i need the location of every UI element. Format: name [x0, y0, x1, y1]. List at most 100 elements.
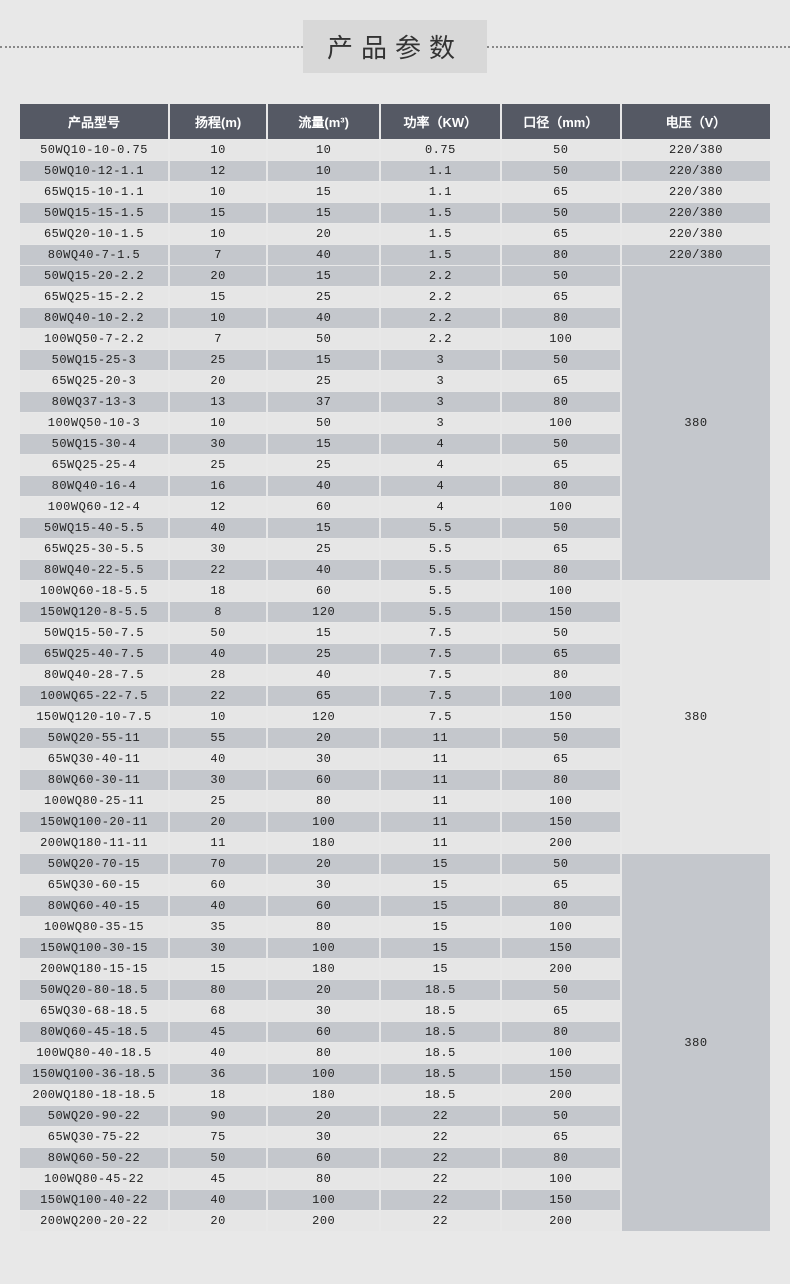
cell-caliber: 100	[502, 581, 620, 601]
cell-caliber: 50	[502, 161, 620, 181]
cell-head: 13	[170, 392, 266, 412]
cell-caliber: 50	[502, 350, 620, 370]
cell-flow: 30	[268, 749, 379, 769]
cell-caliber: 50	[502, 980, 620, 1000]
cell-head: 90	[170, 1106, 266, 1126]
cell-flow: 80	[268, 1043, 379, 1063]
cell-head: 80	[170, 980, 266, 1000]
cell-power: 22	[381, 1190, 499, 1210]
cell-head: 18	[170, 581, 266, 601]
cell-caliber: 200	[502, 959, 620, 979]
cell-flow: 200	[268, 1211, 379, 1231]
cell-caliber: 100	[502, 329, 620, 349]
cell-power: 18.5	[381, 1064, 499, 1084]
cell-caliber: 100	[502, 497, 620, 517]
cell-flow: 20	[268, 854, 379, 874]
cell-caliber: 80	[502, 770, 620, 790]
cell-flow: 30	[268, 875, 379, 895]
cell-power: 5.5	[381, 518, 499, 538]
cell-flow: 20	[268, 224, 379, 244]
cell-power: 18.5	[381, 1001, 499, 1021]
cell-head: 16	[170, 476, 266, 496]
cell-flow: 37	[268, 392, 379, 412]
cell-flow: 25	[268, 455, 379, 475]
cell-head: 15	[170, 203, 266, 223]
cell-model: 150WQ100-40-22	[20, 1190, 168, 1210]
cell-model: 80WQ60-40-15	[20, 896, 168, 916]
cell-flow: 10	[268, 161, 379, 181]
cell-flow: 60	[268, 581, 379, 601]
cell-flow: 25	[268, 287, 379, 307]
cell-model: 65WQ30-75-22	[20, 1127, 168, 1147]
cell-caliber: 80	[502, 1022, 620, 1042]
cell-power: 22	[381, 1211, 499, 1231]
cell-power: 5.5	[381, 581, 499, 601]
cell-power: 7.5	[381, 644, 499, 664]
cell-head: 20	[170, 1211, 266, 1231]
cell-caliber: 100	[502, 791, 620, 811]
cell-model: 200WQ180-18-18.5	[20, 1085, 168, 1105]
cell-flow: 20	[268, 1106, 379, 1126]
cell-caliber: 80	[502, 245, 620, 265]
cell-power: 22	[381, 1169, 499, 1189]
cell-power: 15	[381, 896, 499, 916]
cell-model: 65WQ15-10-1.1	[20, 182, 168, 202]
cell-voltage: 220/380	[622, 203, 770, 223]
cell-head: 55	[170, 728, 266, 748]
cell-caliber: 65	[502, 749, 620, 769]
cell-power: 11	[381, 833, 499, 853]
cell-head: 30	[170, 539, 266, 559]
cell-model: 65WQ30-68-18.5	[20, 1001, 168, 1021]
cell-caliber: 80	[502, 308, 620, 328]
cell-head: 15	[170, 959, 266, 979]
cell-power: 3	[381, 392, 499, 412]
col-voltage: 电压（V）	[622, 104, 770, 139]
cell-caliber: 150	[502, 938, 620, 958]
cell-head: 28	[170, 665, 266, 685]
cell-power: 1.5	[381, 203, 499, 223]
cell-model: 100WQ60-18-5.5	[20, 581, 168, 601]
cell-caliber: 50	[502, 728, 620, 748]
cell-head: 8	[170, 602, 266, 622]
cell-flow: 15	[268, 203, 379, 223]
cell-model: 150WQ100-30-15	[20, 938, 168, 958]
cell-flow: 30	[268, 1127, 379, 1147]
cell-caliber: 80	[502, 665, 620, 685]
cell-flow: 60	[268, 770, 379, 790]
cell-flow: 60	[268, 896, 379, 916]
cell-power: 4	[381, 497, 499, 517]
cell-power: 22	[381, 1106, 499, 1126]
cell-caliber: 100	[502, 917, 620, 937]
cell-model: 100WQ65-22-7.5	[20, 686, 168, 706]
cell-caliber: 65	[502, 539, 620, 559]
cell-head: 15	[170, 287, 266, 307]
cell-flow: 15	[268, 182, 379, 202]
cell-head: 36	[170, 1064, 266, 1084]
cell-voltage: 220/380	[622, 140, 770, 160]
decorative-line-left	[0, 46, 303, 48]
cell-voltage-merged: 380	[622, 854, 770, 1231]
cell-head: 30	[170, 938, 266, 958]
cell-caliber: 65	[502, 182, 620, 202]
cell-model: 50WQ15-25-3	[20, 350, 168, 370]
cell-head: 10	[170, 308, 266, 328]
cell-head: 68	[170, 1001, 266, 1021]
cell-caliber: 150	[502, 812, 620, 832]
cell-flow: 100	[268, 938, 379, 958]
table-row: 80WQ40-7-1.57401.580220/380	[20, 245, 770, 265]
cell-caliber: 65	[502, 224, 620, 244]
cell-head: 70	[170, 854, 266, 874]
cell-caliber: 50	[502, 518, 620, 538]
cell-head: 40	[170, 518, 266, 538]
cell-flow: 80	[268, 917, 379, 937]
cell-caliber: 65	[502, 1001, 620, 1021]
cell-power: 15	[381, 917, 499, 937]
cell-flow: 100	[268, 1190, 379, 1210]
cell-head: 60	[170, 875, 266, 895]
cell-head: 40	[170, 749, 266, 769]
cell-caliber: 65	[502, 875, 620, 895]
cell-power: 2.2	[381, 266, 499, 286]
cell-model: 50WQ15-15-1.5	[20, 203, 168, 223]
cell-caliber: 100	[502, 413, 620, 433]
cell-flow: 40	[268, 476, 379, 496]
